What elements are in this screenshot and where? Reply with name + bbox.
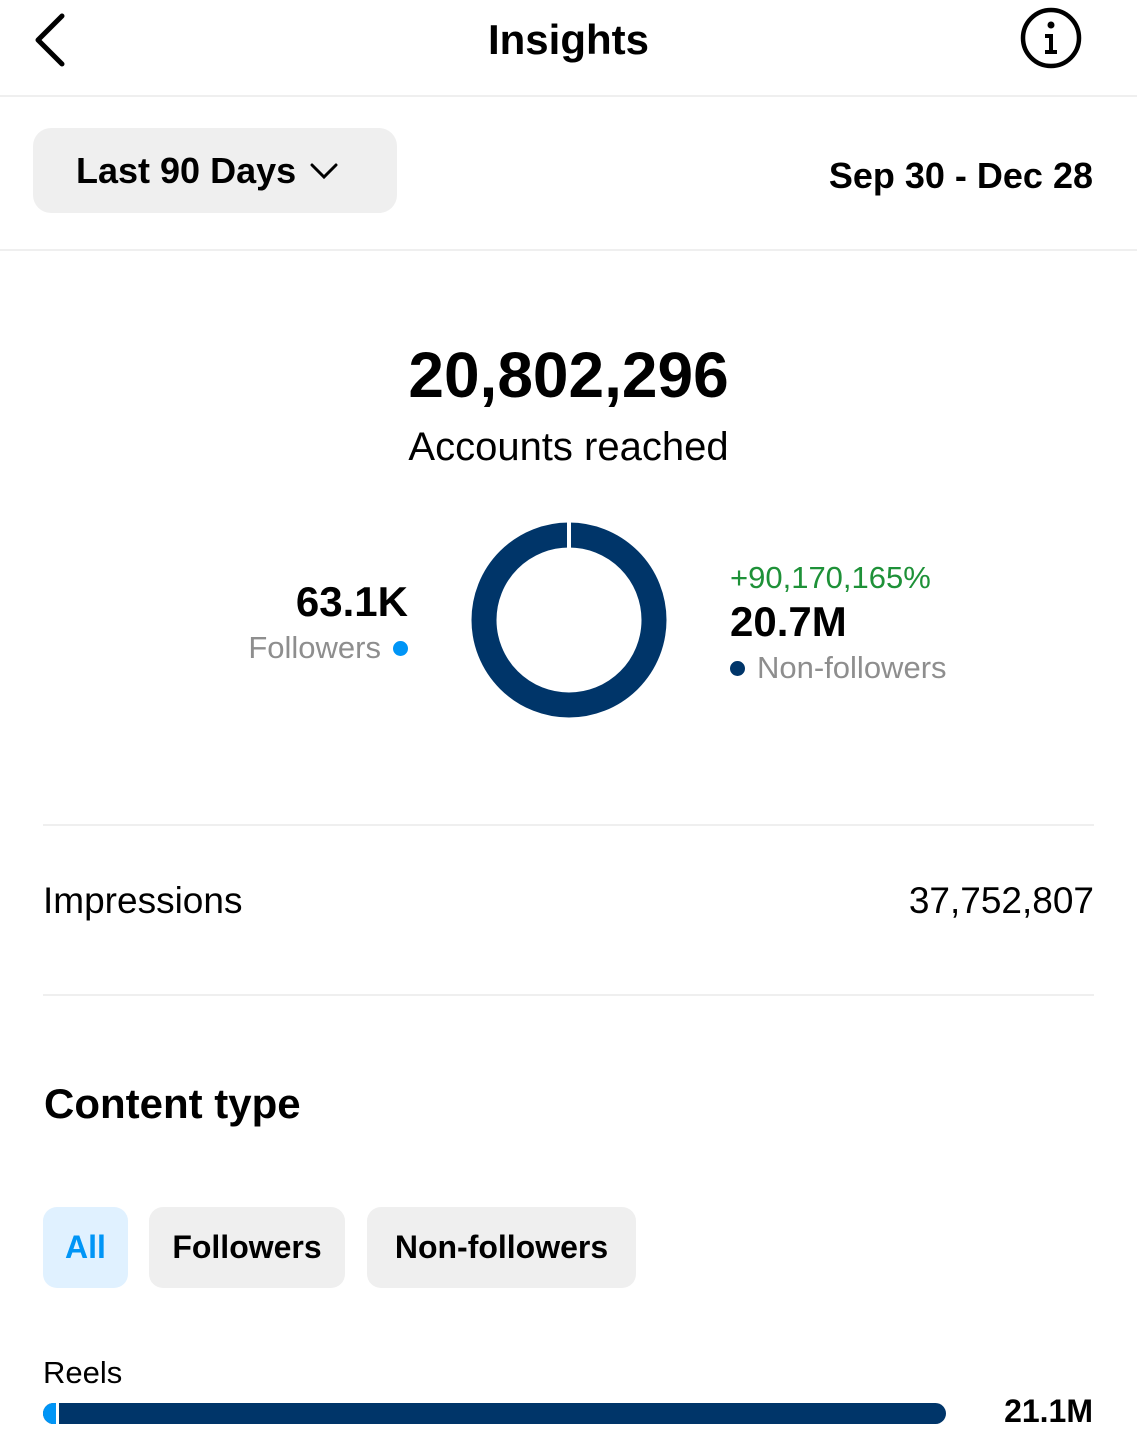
reels-followers-fill xyxy=(43,1403,59,1424)
impressions-label: Impressions xyxy=(43,880,243,921)
divider xyxy=(43,994,1094,996)
non-followers-legend: Non-followers xyxy=(730,650,947,686)
followers-label: Followers xyxy=(248,630,381,665)
followers-dot xyxy=(393,640,408,656)
tab-non-followers[interactable]: Non-followers xyxy=(367,1207,636,1288)
impressions-value: 37,752,807 xyxy=(908,880,1094,921)
tab-followers[interactable]: Followers xyxy=(149,1207,345,1288)
chevron-down-icon xyxy=(310,163,338,179)
date-range-label: Last 90 Days xyxy=(76,149,297,191)
date-range-text: Sep 30 - Dec 28 xyxy=(828,155,1093,196)
divider xyxy=(43,824,1094,826)
tab-all[interactable]: All xyxy=(43,1207,128,1288)
reach-donut-chart xyxy=(471,520,667,718)
date-range-dropdown[interactable]: Last 90 Days xyxy=(33,128,397,213)
followers-legend: Followers xyxy=(248,630,408,666)
non-followers-segment xyxy=(471,522,667,718)
header xyxy=(0,0,1137,97)
content-type-title: Content type xyxy=(44,1080,301,1127)
non-followers-value: 20.7M xyxy=(730,598,847,645)
reels-label: Reels xyxy=(43,1355,123,1390)
accounts-reached-label: Accounts reached xyxy=(408,425,729,469)
followers-value: 63.1K xyxy=(295,578,408,625)
page-title: Insights xyxy=(487,16,649,63)
filter-row xyxy=(0,97,1137,251)
reels-bar xyxy=(43,1403,946,1424)
back-chevron-icon[interactable] xyxy=(30,12,70,68)
non-followers-change: +90,170,165% xyxy=(730,560,931,595)
info-icon[interactable] xyxy=(1020,7,1082,69)
accounts-reached-total: 20,802,296 xyxy=(408,339,729,411)
non-followers-dot xyxy=(730,660,745,676)
non-followers-label: Non-followers xyxy=(757,650,947,685)
reels-value: 21.1M xyxy=(1004,1393,1093,1429)
